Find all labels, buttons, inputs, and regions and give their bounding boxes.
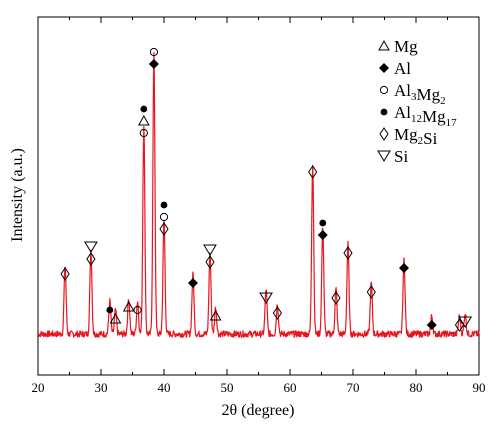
x-tick-label: 20: [32, 380, 45, 395]
x-axis-tick-labels: 20 30 40 50 60 70 80 90: [32, 380, 486, 395]
legend-text-part: Mg: [394, 37, 418, 56]
open-inverted-triangle-marker: [259, 292, 273, 304]
filled-diamond-marker: [317, 230, 328, 240]
legend-label: Si: [394, 147, 408, 166]
x-axis-ticks: [37, 17, 480, 375]
legend-label: Al: [394, 59, 411, 78]
legend-subscript: 3: [411, 91, 417, 103]
legend-label: Al3Mg2: [394, 81, 446, 107]
legend-marker: [380, 108, 388, 116]
legend-text-part: Al: [394, 59, 411, 78]
x-tick-label: 30: [95, 380, 108, 395]
open-diamond-marker: [60, 267, 70, 281]
legend-marker: [379, 63, 389, 73]
legend-label: Al12Mg17: [394, 103, 457, 129]
x-tick-label: 80: [410, 380, 423, 395]
legend-subscript: 2: [440, 95, 446, 107]
legend-text-part: Si: [394, 147, 408, 166]
legend-text-part: Mg: [422, 107, 446, 126]
open-triangle-marker: [209, 309, 222, 321]
open-diamond-marker: [331, 291, 341, 305]
open-diamond-marker: [343, 246, 353, 260]
x-tick-label: 50: [221, 380, 234, 395]
legend-marker: [378, 39, 390, 51]
filled-circle-marker: [319, 219, 327, 227]
legend-text-part: Al: [394, 81, 411, 100]
legend-subscript: 17: [446, 117, 458, 129]
filled-circle-marker: [140, 105, 148, 113]
filled-circle-marker: [160, 201, 168, 209]
open-diamond-marker: [366, 285, 376, 299]
open-circle-marker: [139, 128, 148, 138]
legend-marker: [377, 150, 391, 162]
open-inverted-triangle-marker: [458, 316, 473, 328]
legend-text-part: Si: [423, 129, 437, 148]
open-circle-marker: [159, 212, 169, 222]
open-triangle-marker: [137, 114, 150, 126]
legend-subscript: 2: [418, 135, 424, 147]
legend-label: Mg2Si: [394, 125, 438, 148]
filled-diamond-marker: [426, 320, 437, 330]
open-triangle-marker: [109, 312, 122, 324]
filled-diamond-marker: [399, 263, 410, 273]
x-tick-label: 60: [284, 380, 297, 395]
x-tick-label: 90: [473, 380, 486, 395]
plot-frame: [37, 16, 480, 376]
open-circle-marker: [149, 47, 159, 57]
open-inverted-triangle-marker: [203, 244, 217, 256]
filled-diamond-marker: [148, 59, 159, 69]
open-inverted-triangle-marker: [84, 241, 98, 253]
open-diamond-marker: [308, 165, 318, 179]
open-triangle-marker: [122, 300, 135, 312]
legend-text-part: Al: [394, 103, 411, 122]
xrd-pattern-line: [37, 51, 480, 338]
filled-circle-marker: [106, 306, 114, 314]
x-axis-label: 2θ (degree): [222, 402, 295, 419]
open-circle-marker: [133, 305, 142, 315]
legend-text-part: Mg: [417, 85, 441, 104]
x-tick-label: 70: [347, 380, 360, 395]
x-tick-label: 40: [158, 380, 171, 395]
open-diamond-marker: [86, 252, 96, 266]
legend-text-part: Mg: [394, 125, 418, 144]
open-diamond-marker: [454, 318, 465, 332]
phase-markers: [60, 47, 473, 332]
legend-subscript: 12: [411, 113, 422, 125]
legend-marker: [379, 127, 389, 141]
open-diamond-marker: [205, 255, 215, 269]
open-diamond-marker: [159, 222, 169, 236]
open-diamond-marker: [272, 306, 283, 320]
filled-diamond-marker: [187, 278, 198, 288]
legend-label: Mg: [394, 37, 418, 56]
legend-marker: [379, 85, 389, 95]
y-axis-label: Intensity (a.u.): [9, 148, 26, 242]
